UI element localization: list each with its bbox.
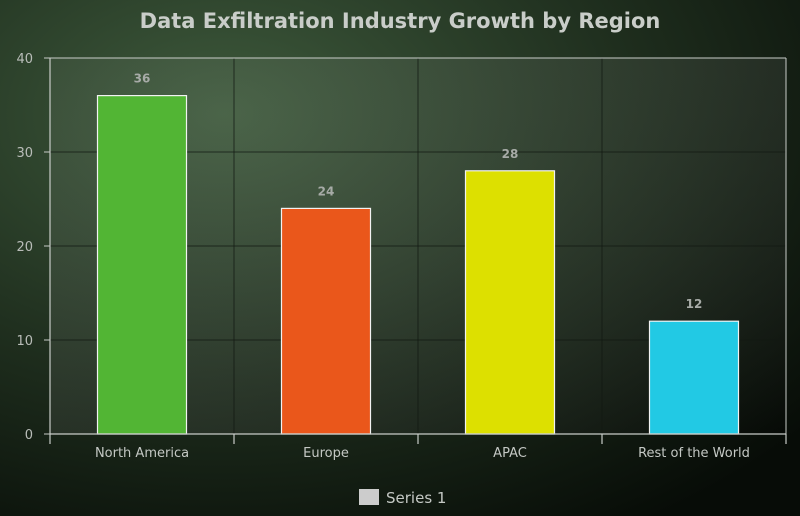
y-tick-label: 10 <box>16 334 33 349</box>
x-tick-label: APAC <box>493 446 527 461</box>
data-label: 28 <box>502 147 519 161</box>
legend: Series 1 <box>359 489 446 507</box>
legend-label: Series 1 <box>386 489 446 507</box>
data-label: 24 <box>318 184 335 198</box>
bar-europe <box>280 207 372 435</box>
bar-apac <box>464 170 556 435</box>
x-tick-label: North America <box>95 446 189 461</box>
bar-rest-of-the-world <box>648 320 740 435</box>
legend-swatch <box>359 489 379 505</box>
data-label: 12 <box>686 297 703 311</box>
data-label: 36 <box>134 72 151 86</box>
chart-title: Data Exfiltration Industry Growth by Reg… <box>140 9 661 33</box>
y-tick-label: 20 <box>16 240 33 255</box>
data-labels: 36 24 28 12 <box>134 72 703 312</box>
y-tick-label: 30 <box>16 146 33 161</box>
x-tick-label: Europe <box>303 446 349 461</box>
bars <box>96 94 740 435</box>
y-tick-label: 40 <box>16 52 33 67</box>
y-tick-label: 0 <box>25 428 33 443</box>
x-tick-label: Rest of the World <box>638 446 750 461</box>
bar-north-america <box>96 94 188 435</box>
axes: 0 10 20 30 40 North America Europe APAC Rest of … <box>16 52 787 461</box>
